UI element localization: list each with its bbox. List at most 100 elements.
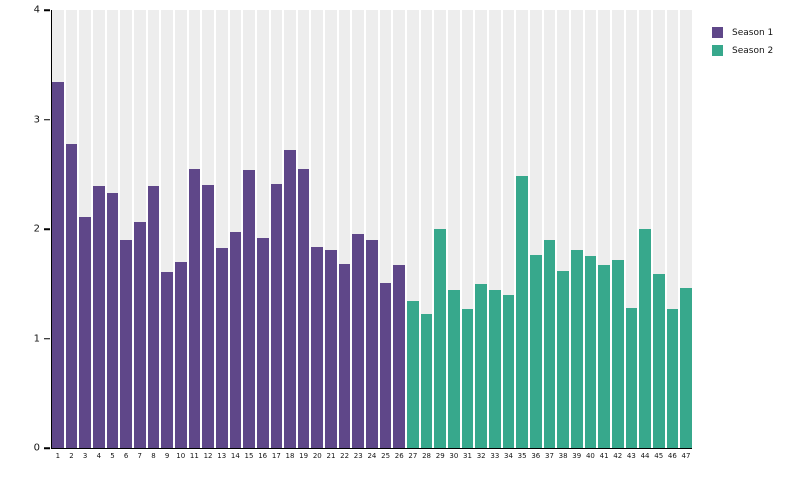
bar-track: 19 bbox=[297, 10, 310, 460]
bar-season-2 bbox=[448, 290, 460, 448]
bar-season-1 bbox=[379, 282, 392, 448]
bar-track: 34 bbox=[502, 10, 515, 460]
bar-track: 46 bbox=[666, 10, 679, 460]
x-tick-label: 35 bbox=[517, 452, 527, 460]
bar-season-1 bbox=[133, 222, 146, 448]
bar-season-1 bbox=[284, 150, 296, 448]
x-tick-label: 10 bbox=[176, 452, 186, 460]
y-tick-mark bbox=[44, 447, 50, 449]
bar-track: 2 bbox=[65, 10, 78, 460]
bar-track: 12 bbox=[202, 10, 214, 460]
bar-season-2 bbox=[625, 307, 638, 448]
bar-season-1 bbox=[393, 265, 406, 448]
x-tick-label: 27 bbox=[408, 452, 418, 460]
x-tick-label: 28 bbox=[422, 452, 432, 460]
x-tick-label: 37 bbox=[544, 452, 554, 460]
bar-season-2 bbox=[516, 176, 528, 448]
bar-season-2 bbox=[666, 308, 679, 448]
bar-season-1 bbox=[92, 186, 105, 448]
bar-season-2 bbox=[434, 229, 447, 448]
x-tick-label: 43 bbox=[626, 452, 636, 460]
x-tick-label: 9 bbox=[164, 452, 170, 460]
bar-track: 24 bbox=[366, 10, 378, 460]
bar-track: 36 bbox=[529, 10, 542, 460]
bar-season-1 bbox=[79, 216, 91, 448]
x-tick-label: 21 bbox=[326, 452, 336, 460]
bar-track: 5 bbox=[106, 10, 119, 460]
bar-season-2 bbox=[407, 301, 419, 448]
y-tick-label: 1 bbox=[33, 333, 40, 344]
bar-track: 22 bbox=[338, 10, 351, 460]
bar-season-2 bbox=[461, 308, 474, 448]
x-tick-label: 12 bbox=[203, 452, 213, 460]
bar-season-2 bbox=[420, 314, 433, 448]
bar-season-2 bbox=[502, 294, 515, 448]
bar-track: 23 bbox=[352, 10, 365, 460]
bar-season-1 bbox=[147, 186, 160, 448]
x-tick-label: 33 bbox=[490, 452, 500, 460]
x-tick-label: 5 bbox=[110, 452, 115, 460]
bar-season-1 bbox=[366, 239, 378, 448]
x-tick-label: 42 bbox=[613, 452, 623, 460]
x-tick-label: 29 bbox=[435, 452, 445, 460]
bar-track: 25 bbox=[379, 10, 392, 460]
bar-track: 30 bbox=[448, 10, 460, 460]
bar-track: 28 bbox=[420, 10, 433, 460]
bar-track: 42 bbox=[611, 10, 624, 460]
bar-track: 3 bbox=[79, 10, 91, 460]
x-tick-label: 38 bbox=[558, 452, 568, 460]
x-tick-label: 3 bbox=[82, 452, 88, 460]
bar-season-1 bbox=[352, 234, 365, 448]
bar-track: 11 bbox=[188, 10, 201, 460]
x-tick-label: 11 bbox=[189, 452, 199, 460]
x-tick-label: 34 bbox=[504, 452, 513, 460]
x-tick-label: 45 bbox=[654, 452, 664, 460]
bar-track: 37 bbox=[543, 10, 556, 460]
x-tick-label: 31 bbox=[463, 452, 472, 460]
x-tick-label: 6 bbox=[123, 452, 129, 460]
bar-season-1 bbox=[65, 143, 78, 448]
legend-entry: Season 1 bbox=[712, 27, 773, 38]
bar-season-1 bbox=[106, 192, 119, 448]
bar-track: 20 bbox=[311, 10, 324, 460]
bar-season-1 bbox=[229, 232, 242, 448]
bar-track: 13 bbox=[215, 10, 228, 460]
bar-track: 10 bbox=[174, 10, 187, 460]
bar-season-1 bbox=[311, 246, 324, 448]
bar-season-1 bbox=[256, 237, 269, 448]
legend-label: Season 2 bbox=[732, 45, 774, 56]
x-tick-label: 40 bbox=[585, 452, 595, 460]
bar-track: 27 bbox=[407, 10, 419, 460]
bar-track: 16 bbox=[256, 10, 269, 460]
bar-season-1 bbox=[161, 271, 173, 448]
bar-season-2 bbox=[557, 270, 569, 448]
bar-track: 8 bbox=[147, 10, 160, 460]
bar-track: 43 bbox=[625, 10, 638, 460]
x-tick-label: 22 bbox=[340, 452, 350, 460]
x-tick-label: 44 bbox=[640, 452, 650, 460]
bar-track: 17 bbox=[270, 10, 283, 460]
bar-season-2 bbox=[652, 273, 665, 448]
x-tick-label: 46 bbox=[667, 452, 677, 460]
legend-swatch bbox=[712, 27, 723, 38]
bar-season-1 bbox=[174, 261, 187, 448]
bar-season-2 bbox=[611, 259, 624, 448]
x-tick-label: 36 bbox=[531, 452, 541, 460]
x-tick-label: 16 bbox=[258, 452, 268, 460]
bar-track: 41 bbox=[598, 10, 610, 460]
bar-track: 47 bbox=[680, 10, 692, 460]
bar-track: 32 bbox=[475, 10, 487, 460]
bar-track: 31 bbox=[461, 10, 474, 460]
y-tick-label: 3 bbox=[33, 114, 40, 125]
x-tick-label: 4 bbox=[96, 452, 102, 460]
bar-season-1 bbox=[243, 169, 255, 448]
y-tick-mark bbox=[44, 9, 50, 11]
bar-season-1 bbox=[52, 82, 64, 448]
legend-swatch bbox=[712, 45, 723, 56]
x-tick-label: 7 bbox=[137, 452, 142, 460]
bar-track: 6 bbox=[120, 10, 132, 460]
bar-track: 15 bbox=[243, 10, 255, 460]
bar-track: 33 bbox=[489, 10, 501, 460]
x-tick-label: 2 bbox=[69, 452, 74, 460]
